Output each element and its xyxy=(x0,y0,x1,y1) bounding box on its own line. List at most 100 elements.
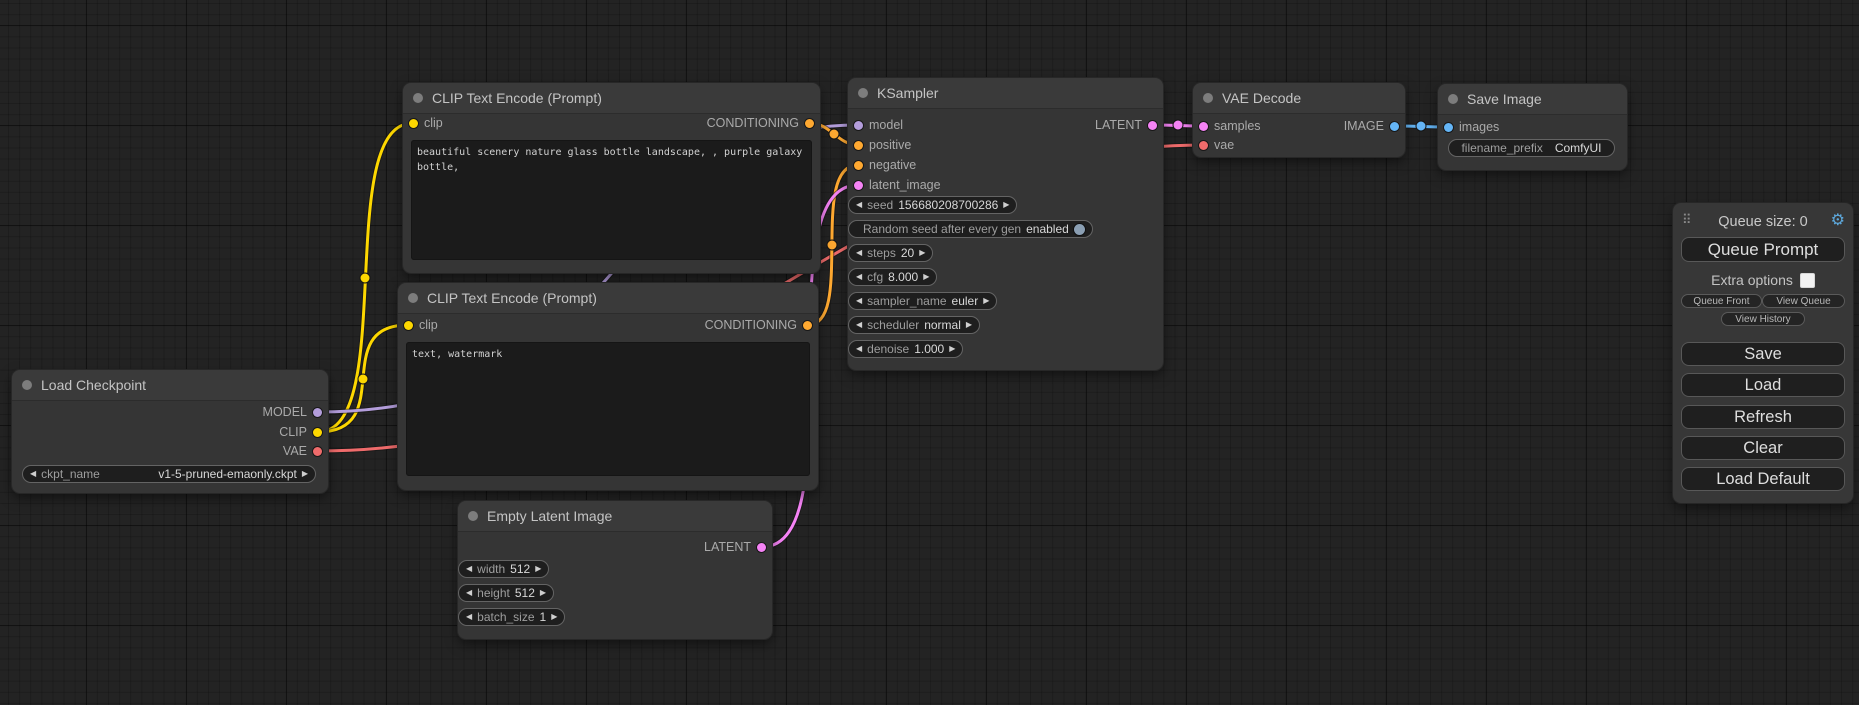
clip-slot-dot[interactable] xyxy=(313,427,322,437)
image-slot-dot[interactable] xyxy=(1390,121,1399,131)
increment-arrow-icon[interactable]: ▶ xyxy=(539,588,547,597)
negative-prompt-textarea[interactable]: text, watermark xyxy=(406,342,810,476)
gear-icon[interactable]: ⚙ xyxy=(1830,212,1845,229)
decrement-arrow-icon[interactable]: ◀ xyxy=(856,200,863,209)
collapse-dot-icon[interactable] xyxy=(22,380,32,390)
seed-widget[interactable]: ◀ seed 156680208700286 ▶ xyxy=(848,196,1018,214)
output-slot-image[interactable]: IMAGE xyxy=(1344,117,1399,135)
denoise-widget[interactable]: ◀ denoise 1.000 ▶ xyxy=(848,340,964,358)
positive-prompt-textarea[interactable]: beautiful scenery nature glass bottle la… xyxy=(411,140,812,260)
scheduler-widget[interactable]: ◀ scheduler normal ▶ xyxy=(848,316,981,334)
clip-slot-dot[interactable] xyxy=(409,118,418,128)
decrement-arrow-icon[interactable]: ◀ xyxy=(856,344,863,353)
node-clip-text-encode-negative[interactable]: CLIP Text Encode (Prompt) clip CONDITION… xyxy=(398,283,818,490)
output-slot-latent[interactable]: LATENT xyxy=(704,538,766,556)
input-slot-positive[interactable]: positive xyxy=(854,136,911,154)
collapse-dot-icon[interactable] xyxy=(468,511,478,521)
node-ksampler[interactable]: KSampler model positive negative latent_… xyxy=(848,78,1163,370)
toggle-on-icon[interactable] xyxy=(1073,223,1085,235)
output-slot-conditioning[interactable]: CONDITIONING xyxy=(705,316,812,334)
load-default-button[interactable]: Load Default xyxy=(1681,467,1845,491)
extra-options-checkbox[interactable] xyxy=(1799,272,1815,288)
cfg-widget[interactable]: ◀ cfg 8.000 ▶ xyxy=(848,268,938,286)
increment-arrow-icon[interactable]: ▶ xyxy=(949,344,956,353)
node-save-image[interactable]: Save Image images filename_prefix ComfyU… xyxy=(1438,84,1627,170)
increment-arrow-icon[interactable]: ▶ xyxy=(983,296,990,305)
node-title-bar[interactable]: Save Image xyxy=(1438,84,1627,115)
latent-slot-dot[interactable] xyxy=(1148,120,1157,130)
input-slot-clip[interactable]: clip xyxy=(409,114,443,132)
batch-size-widget[interactable]: ◀ batch_size 1 ▶ xyxy=(458,608,566,626)
comfy-menu-panel[interactable]: ⠿ Queue size: 0 ⚙ Queue Prompt Extra opt… xyxy=(1673,203,1853,503)
input-slot-samples[interactable]: samples xyxy=(1199,117,1261,135)
collapse-dot-icon[interactable] xyxy=(1448,94,1458,104)
decrement-arrow-icon[interactable]: ◀ xyxy=(466,588,473,597)
refresh-button[interactable]: Refresh xyxy=(1681,405,1845,429)
input-slot-model[interactable]: model xyxy=(854,116,903,134)
clear-button[interactable]: Clear xyxy=(1681,436,1845,460)
latent-slot-dot[interactable] xyxy=(1199,121,1208,131)
filename-prefix-widget[interactable]: filename_prefix ComfyUI xyxy=(1448,139,1615,157)
conditioning-slot-dot[interactable] xyxy=(805,118,814,128)
latent-slot-dot[interactable] xyxy=(854,180,863,190)
view-history-button[interactable]: View History xyxy=(1721,312,1805,326)
node-clip-text-encode-positive[interactable]: CLIP Text Encode (Prompt) clip CONDITION… xyxy=(403,83,820,273)
node-empty-latent-image[interactable]: Empty Latent Image LATENT ◀ width 512 ▶ … xyxy=(458,501,772,639)
decrement-arrow-icon[interactable]: ◀ xyxy=(856,248,863,257)
output-slot-vae[interactable]: VAE xyxy=(283,442,322,460)
decrement-arrow-icon[interactable]: ◀ xyxy=(466,564,473,573)
latent-slot-dot[interactable] xyxy=(757,542,766,552)
node-vae-decode[interactable]: VAE Decode samples vae IMAGE xyxy=(1193,83,1405,157)
input-slot-images[interactable]: images xyxy=(1444,118,1499,136)
output-slot-conditioning[interactable]: CONDITIONING xyxy=(707,114,814,132)
collapse-dot-icon[interactable] xyxy=(858,88,868,98)
output-slot-latent[interactable]: LATENT xyxy=(1095,116,1157,134)
input-slot-latent-image[interactable]: latent_image xyxy=(854,176,941,194)
node-load-checkpoint[interactable]: Load Checkpoint MODEL CLIP VAE ◀ ckpt_na… xyxy=(12,370,328,493)
increment-arrow-icon[interactable]: ▶ xyxy=(965,320,973,329)
sampler-name-widget[interactable]: ◀ sampler_name euler ▶ xyxy=(848,292,998,310)
input-slot-clip[interactable]: clip xyxy=(404,316,438,334)
vae-slot-dot[interactable] xyxy=(313,446,322,456)
increment-arrow-icon[interactable]: ▶ xyxy=(551,612,558,621)
node-title-bar[interactable]: Empty Latent Image xyxy=(458,501,772,532)
steps-widget[interactable]: ◀ steps 20 ▶ xyxy=(848,244,934,262)
save-button[interactable]: Save xyxy=(1681,342,1845,366)
output-slot-model[interactable]: MODEL xyxy=(263,403,322,421)
model-slot-dot[interactable] xyxy=(313,407,322,417)
input-slot-negative[interactable]: negative xyxy=(854,156,916,174)
conditioning-slot-dot[interactable] xyxy=(854,140,863,150)
collapse-dot-icon[interactable] xyxy=(413,93,423,103)
collapse-dot-icon[interactable] xyxy=(408,293,418,303)
height-widget[interactable]: ◀ height 512 ▶ xyxy=(458,584,555,602)
queue-front-button[interactable]: Queue Front xyxy=(1681,294,1762,308)
model-slot-dot[interactable] xyxy=(854,120,863,130)
clip-slot-dot[interactable] xyxy=(404,320,413,330)
load-button[interactable]: Load xyxy=(1681,373,1845,397)
random-seed-toggle-widget[interactable]: Random seed after every gen enabled xyxy=(848,220,1093,238)
node-title-bar[interactable]: CLIP Text Encode (Prompt) xyxy=(398,283,818,314)
collapse-dot-icon[interactable] xyxy=(1203,93,1213,103)
decrement-arrow-icon[interactable]: ◀ xyxy=(856,296,863,305)
increment-arrow-icon[interactable]: ▶ xyxy=(919,248,926,257)
decrement-arrow-icon[interactable]: ◀ xyxy=(856,272,863,281)
node-title-bar[interactable]: VAE Decode xyxy=(1193,83,1405,114)
node-title-bar[interactable]: Load Checkpoint xyxy=(12,370,328,401)
drag-handle-icon[interactable]: ⠿ xyxy=(1682,212,1691,227)
increment-arrow-icon[interactable]: ▶ xyxy=(1003,200,1010,209)
input-slot-vae[interactable]: vae xyxy=(1199,136,1234,154)
width-widget[interactable]: ◀ width 512 ▶ xyxy=(458,560,550,578)
increment-arrow-icon[interactable]: ▶ xyxy=(535,564,542,573)
decrement-arrow-icon[interactable]: ◀ xyxy=(856,320,863,329)
image-slot-dot[interactable] xyxy=(1444,122,1453,132)
conditioning-slot-dot[interactable] xyxy=(803,320,812,330)
node-title-bar[interactable]: CLIP Text Encode (Prompt) xyxy=(403,83,820,114)
node-title-bar[interactable]: KSampler xyxy=(848,78,1163,109)
ckpt-name-widget[interactable]: ◀ ckpt_name v1-5-pruned-emaonly.ckpt ▶ xyxy=(22,465,316,483)
decrement-arrow-icon[interactable]: ◀ xyxy=(30,469,37,478)
conditioning-slot-dot[interactable] xyxy=(854,160,863,170)
queue-prompt-button[interactable]: Queue Prompt xyxy=(1681,237,1845,262)
increment-arrow-icon[interactable]: ▶ xyxy=(923,272,930,281)
vae-slot-dot[interactable] xyxy=(1199,140,1208,150)
